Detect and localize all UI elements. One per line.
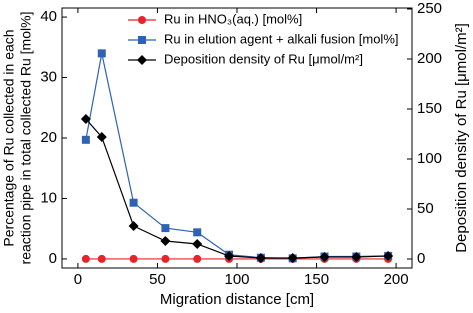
plot-frame bbox=[61, 7, 413, 269]
y2-tick-label: 150 bbox=[417, 100, 442, 117]
data-point bbox=[192, 239, 203, 249]
data-point bbox=[161, 254, 170, 263]
data-point bbox=[160, 236, 171, 246]
legend-label: Ru in HNO₃(aq.) [mol%] bbox=[164, 11, 302, 26]
data-point bbox=[81, 254, 90, 263]
data-point bbox=[193, 254, 202, 263]
data-point bbox=[193, 228, 202, 237]
y-axis-label: reaction pipe in total collected Ru [mol… bbox=[18, 12, 34, 265]
y2-tick-label: 50 bbox=[417, 200, 434, 217]
y2-tick-label: 200 bbox=[417, 50, 442, 67]
legend-marker bbox=[138, 16, 146, 24]
data-point bbox=[383, 251, 394, 261]
data-point bbox=[287, 253, 298, 263]
y2-tick-label: 250 bbox=[417, 0, 442, 17]
data-point bbox=[96, 132, 107, 142]
y-tick-label: 20 bbox=[40, 129, 57, 146]
data-point bbox=[161, 224, 170, 233]
y-tick-label: 30 bbox=[40, 69, 57, 86]
y-tick-label: 10 bbox=[40, 189, 57, 206]
data-point bbox=[81, 135, 90, 144]
legend-marker bbox=[137, 55, 147, 65]
y2-axis-label: Deposition density of Ru [μmol/m²] bbox=[453, 23, 470, 253]
x-tick-label: 200 bbox=[384, 271, 409, 288]
data-point bbox=[129, 198, 138, 207]
y2-tick-label: 0 bbox=[417, 250, 425, 267]
y-axis-label: Percentage of Ru collected in each bbox=[1, 29, 17, 246]
data-point bbox=[255, 253, 266, 263]
data-point bbox=[80, 114, 91, 124]
legend-label: Ru in elution agent + alkali fusion [mol… bbox=[164, 31, 399, 46]
legend-marker bbox=[138, 36, 146, 44]
x-tick-label: 150 bbox=[304, 271, 329, 288]
x-tick-label: 100 bbox=[224, 271, 249, 288]
data-point bbox=[97, 254, 106, 263]
x-tick-label: 50 bbox=[149, 271, 166, 288]
y-tick-label: 40 bbox=[40, 8, 57, 25]
x-axis-label: Migration distance [cm] bbox=[160, 291, 314, 308]
y-tick-label: 0 bbox=[49, 250, 57, 267]
y2-tick-label: 100 bbox=[417, 150, 442, 167]
series-line bbox=[85, 118, 389, 259]
data-point bbox=[319, 252, 330, 262]
data-point bbox=[129, 254, 138, 263]
x-tick-label: 0 bbox=[74, 271, 82, 288]
data-point bbox=[224, 251, 235, 261]
data-point bbox=[128, 221, 139, 231]
legend-label: Deposition density of Ru [μmol/m²] bbox=[164, 51, 363, 66]
data-point bbox=[351, 252, 362, 262]
data-point bbox=[97, 49, 106, 58]
